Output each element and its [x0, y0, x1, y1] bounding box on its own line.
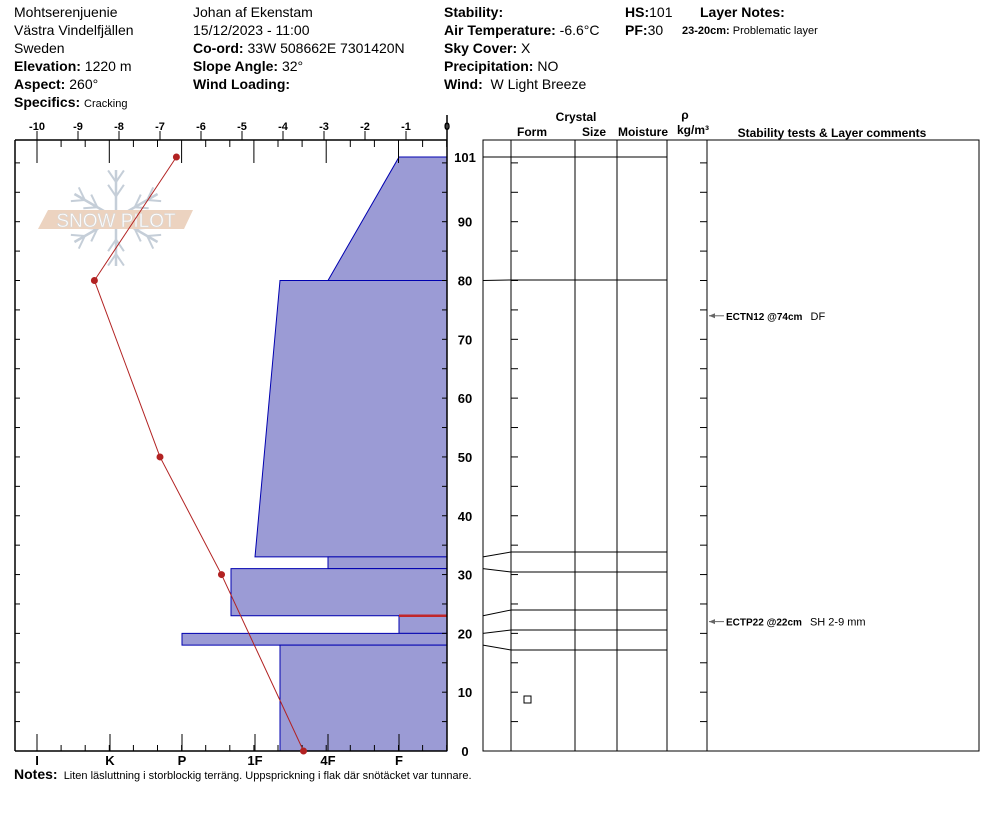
- depth-tick-label: 80: [458, 274, 472, 289]
- sky-cover: Sky Cover: X: [444, 40, 531, 56]
- wind-loading: Wind Loading:: [193, 76, 291, 92]
- layer-notes-label: Layer Notes:: [700, 4, 785, 20]
- temperature-point: [218, 571, 225, 579]
- faceted-square-icon: [523, 695, 532, 704]
- layer-boundary: [482, 609, 667, 617]
- table-header-0: Crystal: [556, 110, 597, 124]
- depth-tick-label: 40: [458, 509, 472, 524]
- table-header-1: Form: [517, 125, 547, 139]
- hardness-tick-label: 1F: [247, 753, 262, 768]
- stability-test-1: ECTP22 @22cm SH 2-9 mm: [726, 617, 866, 629]
- hardness-tick-label: P: [178, 753, 187, 768]
- depth-tick-label: 90: [458, 215, 472, 230]
- hardness-tick-label: I: [35, 753, 39, 768]
- temp-tick-label: -9: [73, 121, 83, 133]
- arrow-left-icon: [709, 313, 715, 319]
- hardness-layer-5: [181, 632, 448, 646]
- country: Sweden: [14, 40, 65, 56]
- depth-tick-label: 30: [458, 568, 472, 583]
- arrow-left-icon: [709, 619, 715, 625]
- temperature-point: [156, 453, 164, 461]
- table-header-2: Size: [582, 125, 606, 139]
- hs: HS:101: [625, 4, 673, 20]
- temp-tick-label: -8: [114, 121, 124, 133]
- temp-tick-label: -2: [360, 121, 370, 133]
- hardness-layer-0: [327, 156, 448, 282]
- depth-tick-label: 10: [458, 685, 472, 700]
- pf: PF:30: [625, 22, 664, 38]
- svg-text:SNOW PILOT: SNOW PILOT: [56, 211, 176, 232]
- hardness-layer-6: [279, 644, 448, 752]
- air-temp: Air Temperature: -6.6°C: [444, 22, 600, 38]
- hardness-tick-label: F: [395, 753, 403, 768]
- hardness-layer-3: [230, 568, 448, 617]
- aspect: Aspect: 260°: [14, 76, 99, 92]
- depth-tick-label: 101: [454, 150, 476, 165]
- slope: Slope Angle: 32°: [193, 58, 304, 74]
- table-header-4: ρ: [681, 108, 688, 122]
- stability-test-0: ECTN12 @74cm DF: [726, 311, 825, 323]
- snowpilot-logo: SNOW PILOT: [38, 169, 193, 267]
- layer-table-frame: [482, 139, 980, 752]
- stability: Stability:: [444, 4, 504, 20]
- temp-tick-label: -6: [196, 121, 206, 133]
- wind: Wind: W Light Breeze: [444, 76, 587, 92]
- datetime: 15/12/2023 - 11:00: [193, 22, 310, 38]
- specifics: Specifics: Cracking: [14, 94, 128, 110]
- temp-tick-label: -1: [401, 121, 411, 133]
- table-header-6: Stability tests & Layer comments: [738, 126, 927, 140]
- layer-note: 23-20cm: Problematic layer: [682, 25, 818, 37]
- temp-tick-label: -3: [319, 121, 329, 133]
- layer-boundary: [482, 644, 667, 651]
- coord: Co-ord: 33W 508662E 7301420N: [193, 40, 405, 56]
- temp-tick-label: 0: [444, 121, 450, 133]
- temperature-point: [300, 747, 307, 755]
- region: Västra Vindelfjällen: [14, 22, 134, 38]
- depth-tick-label: 0: [461, 744, 468, 759]
- layer-boundary: [482, 551, 667, 558]
- layer-boundary: [482, 629, 667, 634]
- elevation: Elevation: 1220 m: [14, 58, 132, 74]
- depth-tick-label: 50: [458, 450, 472, 465]
- hardness-layer-4: [398, 615, 448, 634]
- observer: Johan af Ekenstam: [193, 4, 313, 20]
- hardness-layer-1: [254, 280, 448, 558]
- temperature-point: [90, 277, 98, 285]
- precipitation: Precipitation: NO: [444, 58, 559, 74]
- temp-tick-label: -4: [278, 121, 289, 133]
- hardness-tick-label: 4F: [320, 753, 335, 768]
- table-header-5: kg/m³: [677, 123, 709, 137]
- hardness-layer-2: [327, 556, 448, 570]
- temp-tick-label: -10: [29, 121, 45, 133]
- temp-tick-label: -7: [155, 121, 165, 133]
- table-header-3: Moisture: [618, 125, 668, 139]
- depth-tick-label: 70: [458, 332, 472, 347]
- depth-tick-label: 20: [458, 626, 472, 641]
- temp-tick-label: -5: [237, 121, 247, 133]
- layer-boundary: [482, 568, 667, 573]
- layer-boundary: [482, 279, 667, 282]
- temperature-point: [172, 153, 180, 161]
- depth-tick-label: 60: [458, 391, 472, 406]
- hardness-tick-label: K: [105, 753, 115, 768]
- location: Mohtserenjuenie: [14, 4, 118, 20]
- notes: Notes: Liten läsluttning i storblockig t…: [14, 766, 472, 782]
